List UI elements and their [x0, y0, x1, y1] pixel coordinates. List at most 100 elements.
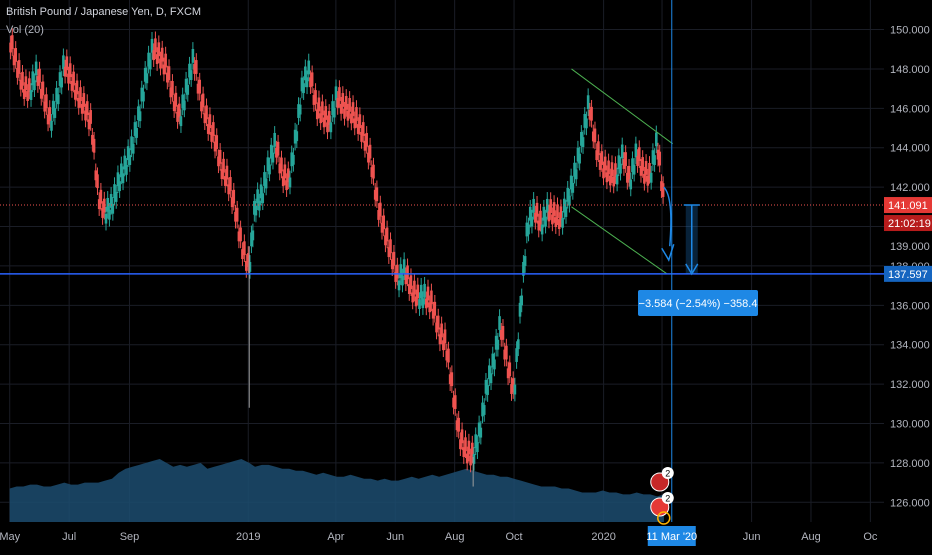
volume-indicator-label[interactable]: Vol (20)	[6, 24, 44, 36]
candle-body	[205, 105, 208, 120]
candle-body	[656, 149, 660, 160]
candle-body	[275, 147, 278, 158]
time-tick-label: Oc	[863, 531, 878, 543]
candle-body	[19, 79, 23, 90]
candle-body	[365, 132, 368, 147]
candle-body	[269, 144, 273, 159]
candle-body	[194, 60, 198, 74]
candle-body	[160, 47, 164, 62]
candle-body	[234, 211, 237, 222]
candle-body	[193, 64, 196, 74]
candle-body	[41, 81, 45, 96]
candle-body	[271, 152, 275, 163]
candle-body	[523, 256, 527, 266]
candle-body	[17, 60, 21, 74]
candle-body	[394, 272, 397, 282]
candle-body	[314, 90, 317, 104]
candle-body	[598, 160, 602, 170]
candle-body	[167, 66, 171, 81]
candle-body	[615, 174, 619, 185]
candle-body	[280, 157, 283, 172]
candle-body	[310, 72, 314, 87]
time-axis[interactable]: MayJulSep2019AprJunAugOct2020MarJunAugOc…	[0, 526, 878, 546]
candle-body	[92, 138, 96, 153]
candle-body	[442, 340, 445, 351]
candle-body	[319, 113, 322, 124]
candle-body	[145, 73, 149, 84]
candle-body	[564, 207, 568, 217]
symbol-title[interactable]: British Pound / Japanese Yen, D, FXCM	[6, 6, 202, 18]
candle-body	[390, 259, 394, 270]
candle-body	[50, 120, 53, 131]
candle-body	[293, 129, 297, 144]
candle-body	[336, 97, 340, 108]
measure-label[interactable]: −3.584 (−2.54%) −358.4	[638, 290, 758, 316]
candle-body	[372, 164, 375, 179]
candle-body	[264, 178, 268, 189]
event-count-text: 2	[665, 469, 670, 479]
candle-body	[235, 207, 239, 222]
candle-body	[617, 155, 621, 170]
candle-body	[24, 76, 28, 91]
candle-body	[426, 286, 430, 301]
candle-body	[113, 184, 116, 198]
candle-body	[600, 151, 604, 165]
candle-body	[298, 104, 302, 115]
candle-body	[498, 316, 501, 330]
candle-body	[384, 235, 387, 246]
candle-body	[152, 50, 156, 61]
candle-body	[588, 109, 592, 120]
candle-body	[278, 163, 282, 174]
candle-body	[534, 212, 537, 223]
candle-body	[508, 362, 512, 377]
candle-body	[227, 184, 230, 195]
candle-body	[360, 131, 363, 142]
candle-body	[471, 442, 474, 457]
candle-body	[297, 104, 300, 118]
candle-body	[317, 97, 321, 112]
channel-upper-line	[571, 68, 674, 145]
candle-body	[661, 183, 665, 197]
candle-body	[528, 206, 532, 221]
candle-body	[568, 195, 571, 206]
measure-label-box	[638, 290, 758, 316]
candle-body	[239, 227, 242, 242]
candle-body	[467, 440, 471, 455]
candle-body	[118, 181, 121, 192]
candle-body	[302, 83, 305, 94]
candle-body	[309, 77, 312, 88]
candle-body	[210, 131, 213, 142]
candle-body	[368, 144, 372, 159]
candle-body	[476, 442, 479, 453]
candle-body	[102, 198, 106, 213]
candle-body	[610, 162, 614, 177]
candle-body	[464, 437, 467, 452]
candle-body	[350, 113, 353, 124]
candle-body	[425, 298, 428, 309]
current-price-tag	[884, 197, 932, 214]
candle-body	[189, 70, 193, 81]
projection-arrow	[661, 186, 675, 262]
candle-body	[573, 162, 576, 177]
candle-body	[493, 359, 496, 370]
candle-body	[26, 91, 29, 101]
candle-body	[109, 194, 113, 208]
candle-body	[126, 146, 130, 161]
measure-label-text: −3.584 (−2.54%) −358.4	[639, 298, 758, 310]
time-tick-label: Jul	[62, 531, 76, 543]
candle-body	[453, 395, 457, 409]
candle-body	[619, 163, 622, 174]
candle-body	[631, 158, 634, 173]
candle-body	[232, 189, 236, 204]
candle-body	[123, 155, 127, 170]
candle-body	[561, 217, 564, 228]
economic-events[interactable]: 22	[650, 467, 674, 525]
candle-body	[290, 152, 294, 167]
candle-body	[578, 153, 581, 164]
candle-body	[253, 200, 256, 215]
candle-body	[636, 156, 639, 166]
candle-body	[143, 67, 147, 82]
candle-body	[644, 161, 648, 175]
